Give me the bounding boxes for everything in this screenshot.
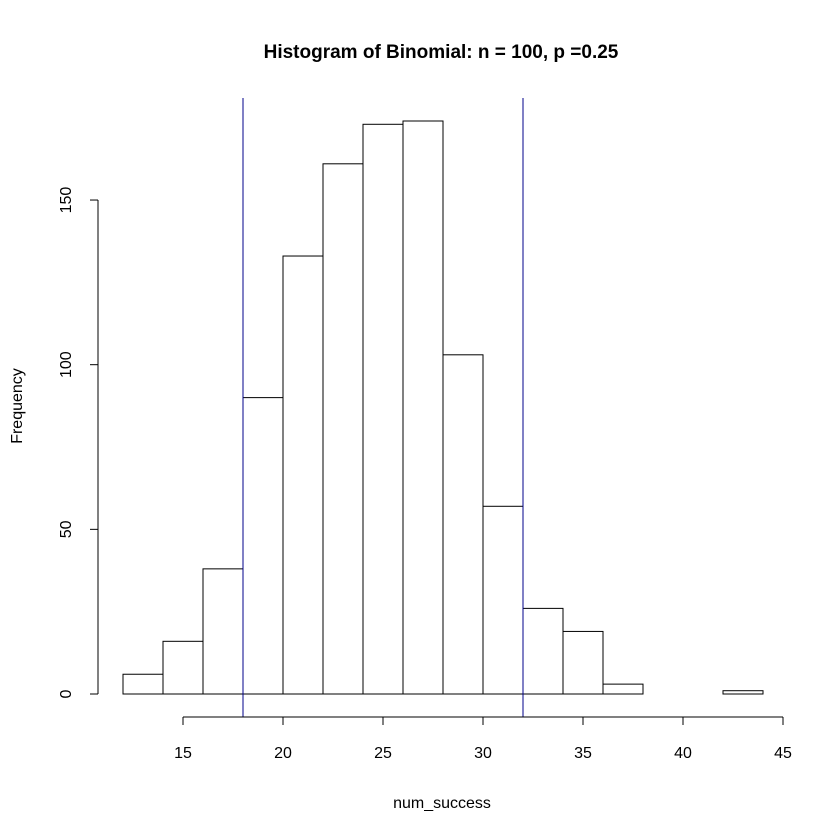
histogram-bar bbox=[522, 607, 564, 695]
histogram-bar bbox=[442, 354, 484, 695]
histogram-bars bbox=[122, 120, 764, 695]
x-tick-label: 20 bbox=[274, 745, 292, 762]
histogram-bar bbox=[722, 690, 764, 695]
x-axis: 15 20 25 30 35 40 45 bbox=[174, 716, 792, 762]
x-tick-label: 45 bbox=[774, 745, 792, 762]
reference-lines bbox=[242, 98, 524, 717]
y-tick-label: 100 bbox=[58, 351, 75, 378]
y-axis: 0 50 100 150 bbox=[58, 187, 99, 698]
histogram-bar bbox=[202, 568, 244, 695]
x-axis-label: num_success bbox=[393, 795, 491, 812]
histogram-bar bbox=[602, 683, 644, 695]
histogram-bar bbox=[562, 630, 604, 695]
histogram-bar bbox=[402, 120, 444, 695]
histogram-bar bbox=[162, 640, 204, 695]
x-tick-label: 15 bbox=[174, 745, 192, 762]
histogram-bar bbox=[122, 673, 164, 695]
y-tick-label: 0 bbox=[58, 689, 75, 698]
chart-title: Histogram of Binomial: n = 100, p =0.25 bbox=[264, 42, 619, 63]
x-tick-label: 40 bbox=[674, 745, 692, 762]
histogram-bar bbox=[282, 255, 324, 695]
y-tick-label: 150 bbox=[58, 187, 75, 214]
y-tick-label: 50 bbox=[58, 520, 75, 538]
histogram-bar bbox=[242, 397, 284, 695]
histogram-bar bbox=[322, 163, 364, 695]
histogram-bar bbox=[362, 123, 404, 695]
histogram-bar bbox=[482, 505, 524, 695]
x-tick-label: 25 bbox=[374, 745, 392, 762]
x-tick-label: 30 bbox=[474, 745, 492, 762]
x-tick-label: 35 bbox=[574, 745, 592, 762]
y-axis-label: Frequency bbox=[9, 368, 26, 444]
